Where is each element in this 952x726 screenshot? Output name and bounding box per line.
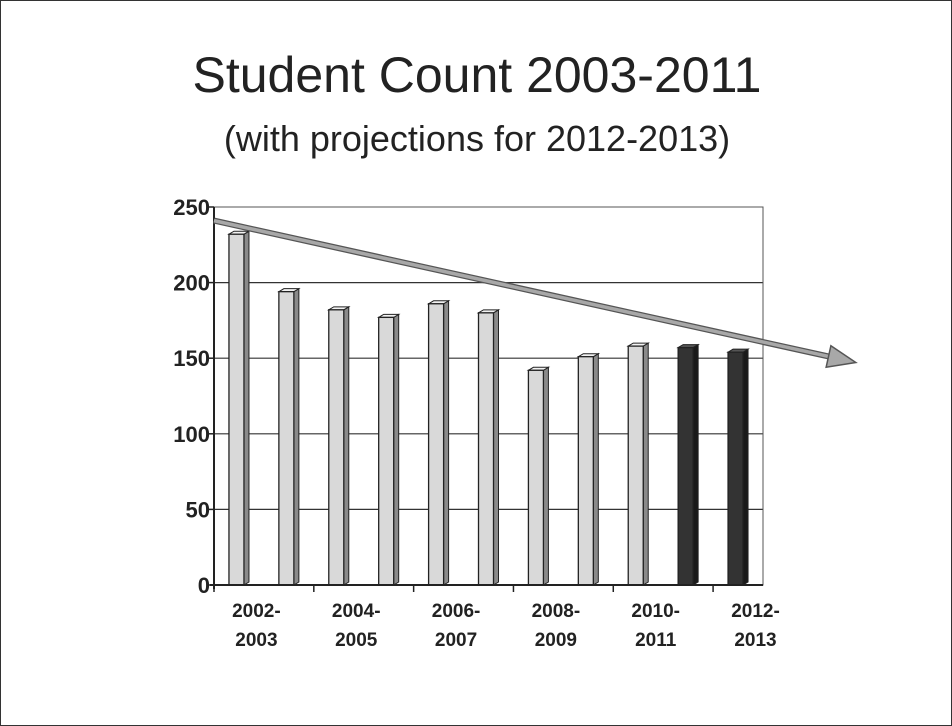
bar-side-8 bbox=[642, 342, 649, 586]
bar-9 bbox=[676, 343, 700, 586]
y-tick-label-50: 50 bbox=[186, 497, 210, 522]
bar-2 bbox=[326, 305, 351, 586]
x-tick-label-bottom-2: 2007 bbox=[435, 630, 477, 651]
bar-8 bbox=[626, 342, 651, 586]
bar-side-2 bbox=[343, 305, 350, 586]
x-tick-label-bottom-1: 2005 bbox=[335, 630, 378, 651]
x-tick-label-top-0: 2002- bbox=[232, 601, 281, 622]
chart-subtitle: (with projections for 2012-2013) bbox=[223, 118, 731, 159]
bar-front-10 bbox=[727, 351, 744, 586]
trend-arrowhead bbox=[825, 344, 858, 369]
bar-front-9 bbox=[677, 346, 694, 586]
bar-front-1 bbox=[278, 291, 295, 586]
bars bbox=[227, 230, 750, 586]
bar-3 bbox=[376, 313, 401, 586]
bar-1 bbox=[277, 287, 301, 586]
chart-title: Student Count 2003-2011 bbox=[192, 47, 762, 103]
x-tick-label-bottom-0: 2003 bbox=[235, 630, 277, 651]
y-tick-label-0: 0 bbox=[198, 573, 210, 598]
trend-line bbox=[213, 217, 858, 369]
bar-5 bbox=[476, 308, 501, 586]
x-tick-label-bottom-5: 2013 bbox=[734, 630, 776, 651]
y-tick-label-100: 100 bbox=[173, 422, 210, 447]
bar-front-0 bbox=[228, 233, 245, 586]
bar-7 bbox=[576, 352, 601, 586]
axes bbox=[209, 206, 764, 592]
bar-front-8 bbox=[627, 345, 644, 586]
y-tick-label-250: 250 bbox=[173, 195, 210, 220]
bar-side-10 bbox=[742, 348, 749, 586]
y-tick-label-200: 200 bbox=[173, 271, 210, 296]
bar-front-3 bbox=[378, 316, 395, 586]
bar-0 bbox=[227, 230, 251, 586]
x-tick-label-top-2: 2006- bbox=[432, 601, 481, 622]
bar-4 bbox=[426, 299, 451, 586]
bar-side-9 bbox=[692, 343, 699, 586]
bar-10 bbox=[726, 348, 750, 586]
x-tick-label-bottom-4: 2011 bbox=[635, 630, 677, 651]
bar-side-7 bbox=[592, 352, 599, 586]
bar-front-2 bbox=[328, 309, 345, 586]
bar-front-6 bbox=[527, 369, 545, 586]
x-tick-label-bottom-3: 2009 bbox=[535, 630, 577, 651]
x-tick-label-top-1: 2004- bbox=[332, 601, 381, 622]
bar-side-1 bbox=[293, 287, 300, 586]
x-tick-label-top-4: 2010- bbox=[631, 601, 680, 622]
bar-side-0 bbox=[243, 230, 250, 586]
bar-side-5 bbox=[493, 308, 500, 586]
bar-6 bbox=[526, 366, 551, 586]
bar-side-3 bbox=[393, 313, 400, 586]
y-tick-label-150: 150 bbox=[173, 346, 210, 371]
bar-side-4 bbox=[443, 299, 450, 586]
x-tick-label-top-3: 2008- bbox=[532, 601, 581, 622]
bar-front-7 bbox=[577, 356, 594, 586]
bar-side-6 bbox=[542, 366, 549, 586]
bar-front-5 bbox=[477, 312, 495, 586]
trend-line-body bbox=[213, 218, 829, 359]
bar-front-4 bbox=[427, 303, 445, 586]
tick-labels: 0 50 100 150 200 250 2002- 2003 2004- 2005 2006- 20… bbox=[173, 195, 780, 651]
x-tick-label-top-5: 2012- bbox=[731, 601, 780, 622]
